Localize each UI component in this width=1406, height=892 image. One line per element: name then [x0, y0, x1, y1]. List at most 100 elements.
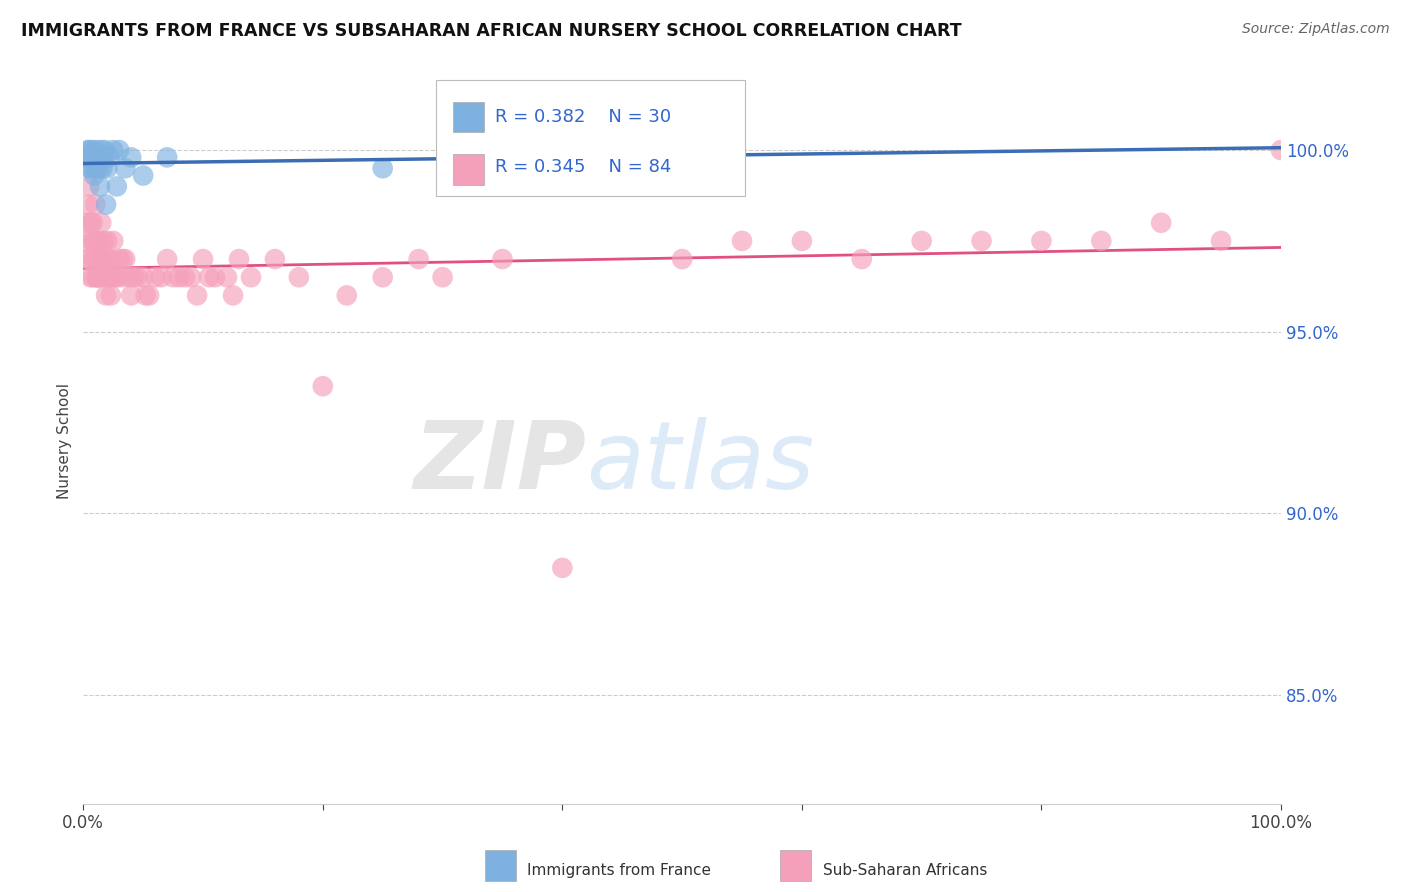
Point [118, 270, 141, 285]
Point [156, 150, 179, 164]
Point [82, 143, 104, 157]
Point [371, 161, 394, 176]
Point [87, 270, 110, 285]
Point [491, 252, 513, 266]
Point [77, 161, 100, 176]
Point [239, 270, 262, 285]
Point [132, 169, 155, 183]
Point [77, 252, 100, 266]
Text: atlas: atlas [586, 417, 814, 508]
Point [198, 270, 221, 285]
Point [108, 252, 131, 266]
Point [80, 161, 103, 176]
Text: IMMIGRANTS FROM FRANCE VS SUBSAHARAN AFRICAN NURSERY SCHOOL CORRELATION CHART: IMMIGRANTS FROM FRANCE VS SUBSAHARAN AFR… [21, 22, 962, 40]
Point [77, 197, 100, 211]
Point [371, 270, 394, 285]
Point [110, 270, 132, 285]
Point [127, 270, 149, 285]
Point [79, 150, 101, 164]
Point [122, 270, 145, 285]
Point [79, 270, 101, 285]
Point [120, 288, 142, 302]
Point [132, 270, 155, 285]
Y-axis label: Nursery School: Nursery School [58, 383, 72, 499]
Point [77, 143, 100, 157]
Point [101, 270, 124, 285]
Point [551, 561, 574, 575]
Point [103, 234, 125, 248]
Point [671, 252, 693, 266]
Point [191, 252, 214, 266]
Point [77, 252, 100, 266]
Text: Immigrants from France: Immigrants from France [527, 863, 711, 878]
Point [98, 150, 121, 164]
Text: Sub-Saharan Africans: Sub-Saharan Africans [823, 863, 987, 878]
Point [84, 197, 107, 211]
Point [80, 234, 103, 248]
Point [83, 252, 105, 266]
Point [91, 161, 114, 176]
Point [75, 216, 97, 230]
Point [96, 234, 118, 248]
Point [970, 234, 993, 248]
Point [79, 216, 101, 230]
Point [83, 169, 105, 183]
Point [432, 270, 454, 285]
Point [90, 252, 112, 266]
Point [911, 234, 934, 248]
Point [167, 270, 190, 285]
Point [156, 252, 179, 266]
Point [82, 150, 104, 164]
Point [84, 234, 107, 248]
Point [228, 252, 250, 266]
Point [103, 143, 125, 157]
Point [105, 179, 128, 194]
Point [86, 252, 108, 266]
Point [731, 234, 754, 248]
Point [93, 150, 115, 164]
Point [186, 288, 208, 302]
Text: R = 0.382    N = 30: R = 0.382 N = 30 [495, 109, 671, 127]
Point [215, 270, 238, 285]
Point [204, 270, 226, 285]
Point [82, 270, 104, 285]
Point [1209, 234, 1232, 248]
Point [1150, 216, 1173, 230]
Point [93, 234, 115, 248]
Point [135, 288, 157, 302]
Point [83, 234, 105, 248]
Point [86, 270, 108, 285]
Point [94, 252, 117, 266]
Point [1090, 234, 1112, 248]
Text: Source: ZipAtlas.com: Source: ZipAtlas.com [1241, 22, 1389, 37]
Point [77, 143, 100, 157]
Point [174, 270, 197, 285]
Point [312, 379, 335, 393]
Text: ZIP: ZIP [413, 417, 586, 508]
Point [96, 161, 118, 176]
Point [97, 252, 120, 266]
Point [114, 252, 136, 266]
Point [89, 234, 111, 248]
Point [111, 252, 134, 266]
Point [222, 288, 245, 302]
Point [671, 143, 693, 157]
Point [76, 150, 98, 164]
Point [1031, 234, 1053, 248]
Point [336, 288, 359, 302]
Point [851, 252, 873, 266]
Point [94, 288, 117, 302]
Point [104, 270, 127, 285]
Point [180, 270, 202, 285]
Point [87, 270, 110, 285]
Point [91, 252, 114, 266]
Point [264, 252, 287, 266]
Point [77, 179, 100, 194]
Point [94, 197, 117, 211]
Point [84, 161, 107, 176]
Point [143, 270, 166, 285]
Point [90, 143, 112, 157]
Point [94, 143, 117, 157]
Point [86, 270, 108, 285]
Point [86, 143, 108, 157]
